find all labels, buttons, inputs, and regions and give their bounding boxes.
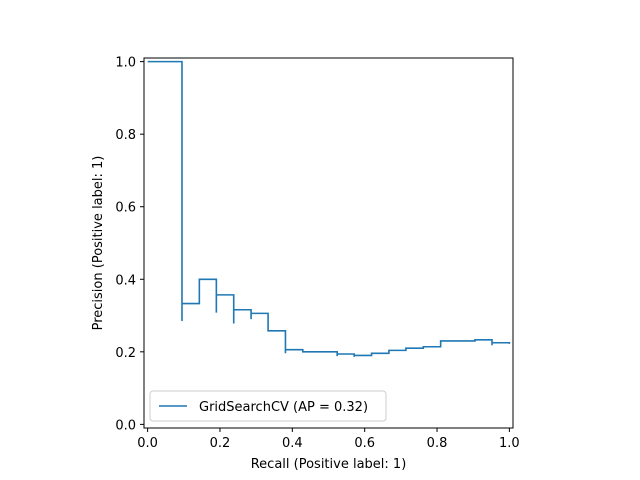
x-tick-label: 0.0: [137, 436, 158, 451]
y-tick-label: 1.0: [115, 56, 136, 71]
x-axis: 0.0 0.2 0.4 0.6 0.8 1.0: [137, 428, 520, 451]
y-tick-label: 0.6: [115, 201, 136, 216]
y-tick-label: 0.2: [115, 346, 136, 361]
legend-box: [149, 390, 387, 422]
y-axis-label: Precision (Positive label: 1): [91, 156, 106, 331]
x-tick-label: 0.8: [427, 436, 448, 451]
y-axis: 0.0 0.2 0.4 0.6 0.8 1.0: [115, 56, 144, 433]
x-tick-label: 0.4: [282, 436, 303, 451]
y-tick-label: 0.0: [115, 418, 136, 433]
plot-area: [147, 60, 511, 357]
x-tick-label: 0.6: [354, 436, 375, 451]
y-tick-label: 0.8: [115, 128, 136, 143]
x-tick-label: 0.2: [210, 436, 231, 451]
y-tick-label: 0.4: [115, 273, 136, 288]
legend: GridSearchCV (AP = 0.32): [149, 390, 387, 422]
x-tick-label: 1.0: [499, 436, 520, 451]
legend-label: GridSearchCV (AP = 0.32): [199, 400, 368, 415]
axes-frame: [143, 57, 514, 429]
series-line-0: [147, 60, 511, 357]
x-axis-label: Recall (Positive label: 1): [251, 457, 407, 472]
